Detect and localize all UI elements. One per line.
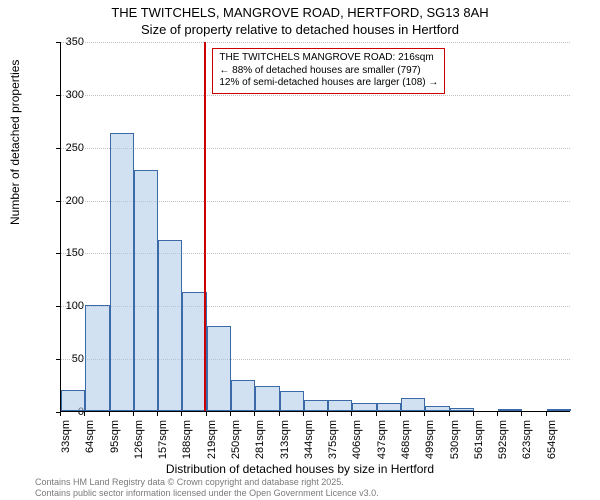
- x-tick-label: 530sqm: [449, 420, 461, 460]
- x-tick-mark: [254, 412, 255, 416]
- x-tick-label: 499sqm: [424, 420, 436, 460]
- histogram-bar: [401, 398, 425, 411]
- x-tick-label: 188sqm: [181, 420, 193, 460]
- x-tick-mark: [351, 412, 352, 416]
- histogram-bar: [231, 380, 255, 411]
- histogram-bar: [280, 391, 304, 411]
- footer-line-2: Contains public sector information licen…: [35, 488, 379, 498]
- histogram-bar: [85, 305, 109, 411]
- x-tick-mark: [473, 412, 474, 416]
- plot-area: THE TWITCHELS MANGROVE ROAD: 216sqm ← 88…: [60, 42, 570, 412]
- histogram-bar: [377, 403, 401, 411]
- x-tick-label: 468sqm: [400, 420, 412, 460]
- x-tick-mark: [376, 412, 377, 416]
- histogram-bar: [182, 292, 206, 411]
- x-tick-label: 561sqm: [473, 420, 485, 460]
- histogram-bar: [207, 326, 231, 411]
- x-tick-label: 250sqm: [230, 420, 242, 460]
- histogram-bar: [255, 386, 279, 411]
- histogram-bar: [328, 400, 352, 411]
- x-tick-label: 126sqm: [133, 420, 145, 460]
- x-tick-label: 33sqm: [60, 420, 72, 460]
- x-tick-mark: [303, 412, 304, 416]
- x-tick-label: 406sqm: [351, 420, 363, 460]
- histogram-bar: [498, 409, 522, 411]
- x-tick-label: 344sqm: [303, 420, 315, 460]
- x-axis-label: Distribution of detached houses by size …: [0, 462, 600, 476]
- x-tick-mark: [327, 412, 328, 416]
- annotation-line-2: ← 88% of detached houses are smaller (79…: [219, 65, 438, 78]
- annotation-line-3: 12% of semi-detached houses are larger (…: [219, 77, 438, 90]
- x-tick-label: 95sqm: [109, 420, 121, 460]
- x-tick-mark: [279, 412, 280, 416]
- histogram-bar: [110, 133, 134, 411]
- x-tick-mark: [60, 412, 61, 416]
- x-tick-mark: [521, 412, 522, 416]
- histogram-bar: [450, 408, 474, 411]
- x-tick-label: 437sqm: [376, 420, 388, 460]
- histogram-bar: [547, 409, 571, 411]
- gridline: [61, 42, 570, 43]
- chart-container: THE TWITCHELS, MANGROVE ROAD, HERTFORD, …: [0, 0, 600, 500]
- x-tick-mark: [84, 412, 85, 416]
- x-tick-label: 592sqm: [497, 420, 509, 460]
- footer-line-1: Contains HM Land Registry data © Crown c…: [35, 477, 379, 487]
- x-tick-label: 375sqm: [327, 420, 339, 460]
- marker-line-el: [204, 42, 206, 411]
- x-tick-label: 281sqm: [254, 420, 266, 460]
- histogram-bar: [304, 400, 328, 411]
- x-tick-label: 219sqm: [206, 420, 218, 460]
- histogram-bar: [352, 403, 376, 411]
- chart-title-sub: Size of property relative to detached ho…: [0, 22, 600, 37]
- annotation-box: THE TWITCHELS MANGROVE ROAD: 216sqm ← 88…: [212, 48, 445, 94]
- x-tick-mark: [206, 412, 207, 416]
- x-tick-label: 313sqm: [279, 420, 291, 460]
- x-tick-mark: [497, 412, 498, 416]
- x-tick-mark: [449, 412, 450, 416]
- x-tick-label: 623sqm: [521, 420, 533, 460]
- histogram-bar: [425, 406, 449, 411]
- x-tick-label: 157sqm: [157, 420, 169, 460]
- x-tick-mark: [181, 412, 182, 416]
- histogram-bar: [61, 390, 85, 411]
- gridline: [61, 95, 570, 96]
- gridline: [61, 148, 570, 149]
- x-tick-label: 64sqm: [84, 420, 96, 460]
- x-tick-mark: [157, 412, 158, 416]
- x-tick-mark: [230, 412, 231, 416]
- chart-title-main: THE TWITCHELS, MANGROVE ROAD, HERTFORD, …: [0, 5, 600, 20]
- histogram-bar: [158, 240, 182, 411]
- x-tick-mark: [133, 412, 134, 416]
- x-tick-mark: [546, 412, 547, 416]
- footer-attribution: Contains HM Land Registry data © Crown c…: [35, 477, 379, 498]
- y-axis-label: Number of detached properties: [8, 60, 22, 225]
- x-tick-mark: [424, 412, 425, 416]
- x-tick-label: 654sqm: [546, 420, 558, 460]
- x-tick-mark: [109, 412, 110, 416]
- x-tick-mark: [400, 412, 401, 416]
- histogram-bar: [134, 170, 158, 411]
- annotation-line-1: THE TWITCHELS MANGROVE ROAD: 216sqm: [219, 52, 438, 65]
